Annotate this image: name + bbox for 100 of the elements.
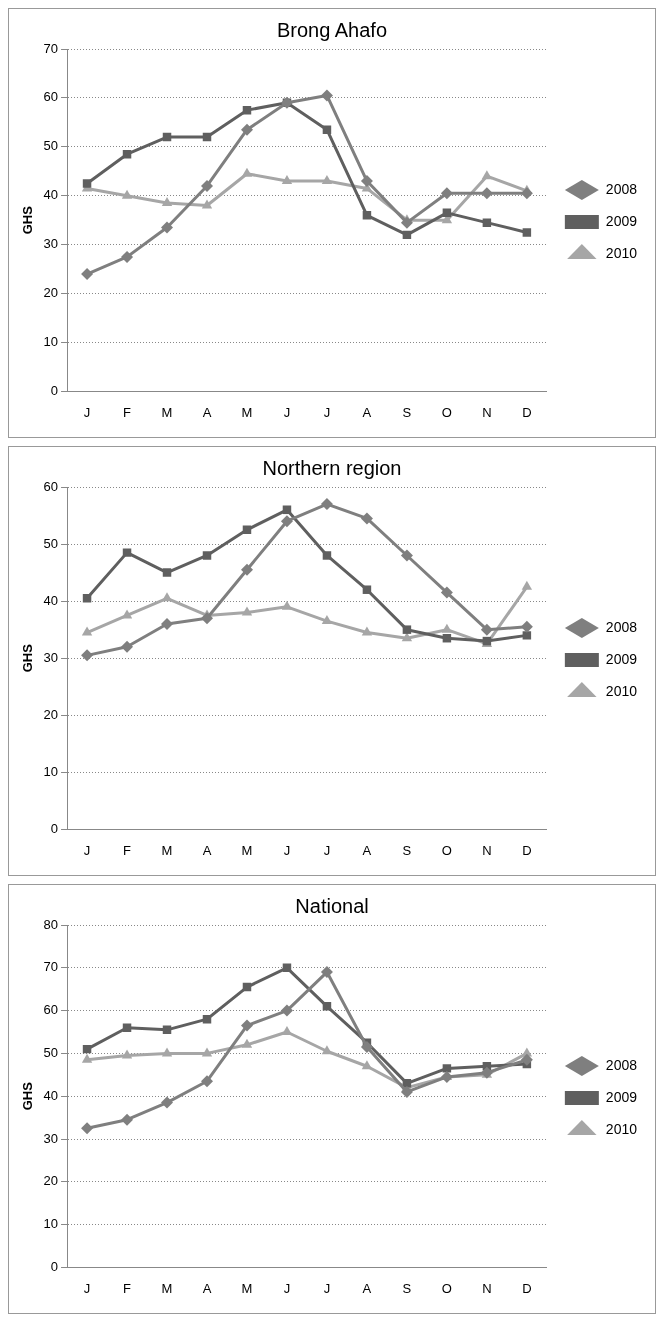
- point: [162, 568, 172, 577]
- x-tick-label: A: [202, 1280, 212, 1296]
- y-tick-label: 50: [43, 138, 59, 154]
- point: [321, 175, 333, 185]
- y-tick-label: 70: [43, 959, 59, 975]
- y-tick-label: 50: [43, 1044, 59, 1060]
- x-tick-label: D: [522, 404, 532, 420]
- y-tick-label: 0: [50, 1258, 59, 1274]
- point: [201, 1075, 213, 1088]
- y-axis-title: GHS: [20, 643, 36, 673]
- point: [480, 623, 493, 636]
- legend-label: 2009: [605, 1088, 638, 1105]
- point: [400, 216, 413, 229]
- point: [240, 1019, 253, 1032]
- point: [280, 515, 293, 528]
- point: [320, 89, 333, 102]
- point: [360, 175, 373, 188]
- point: [322, 551, 332, 560]
- x-tick-label: J: [83, 404, 91, 420]
- point: [322, 125, 332, 134]
- x-tick-label: A: [202, 404, 212, 420]
- y-axis-title: GHS: [20, 1081, 36, 1111]
- y-tick-label: 40: [43, 592, 59, 608]
- x-tick-label: A: [362, 404, 372, 420]
- x-tick-label: J: [83, 842, 91, 858]
- y-tick-label: 30: [43, 1130, 59, 1146]
- point: [362, 211, 372, 220]
- y-tick-label: 30: [43, 649, 59, 665]
- point: [161, 1047, 173, 1057]
- point: [281, 175, 293, 185]
- point: [241, 606, 253, 616]
- x-tick-label: F: [123, 404, 132, 420]
- y-tick-label: 30: [43, 236, 59, 252]
- point: [122, 548, 132, 557]
- point: [400, 549, 413, 562]
- point: [320, 498, 333, 511]
- x-tick-label: O: [441, 842, 452, 858]
- x-tick-label: J: [283, 842, 291, 858]
- legend-label: 2008: [605, 1056, 638, 1073]
- y-tick-label: 70: [43, 40, 59, 56]
- x-tick-label: M: [241, 842, 253, 858]
- chart-title: National: [295, 894, 369, 917]
- point: [442, 1064, 452, 1073]
- point: [520, 1053, 533, 1066]
- legend-label: 2009: [605, 650, 638, 667]
- legend-label: 2010: [605, 244, 638, 261]
- chart-title: Brong Ahafo: [276, 18, 388, 41]
- point: [521, 580, 533, 590]
- x-tick-label: J: [283, 1280, 291, 1296]
- x-tick-label: N: [482, 404, 492, 420]
- x-tick-label: M: [241, 1280, 253, 1296]
- x-tick-label: F: [123, 1280, 132, 1296]
- point: [81, 1053, 93, 1063]
- chart-title: Northern region: [262, 456, 402, 479]
- x-tick-label: O: [441, 404, 452, 420]
- point: [201, 612, 213, 625]
- point: [121, 1049, 133, 1059]
- point: [241, 1038, 253, 1048]
- point: [121, 640, 134, 653]
- y-tick-label: 60: [43, 89, 59, 105]
- x-tick-label: A: [202, 842, 212, 858]
- point: [201, 199, 213, 209]
- x-tick-label: D: [522, 1280, 532, 1296]
- legend-label: 2008: [605, 618, 638, 635]
- y-tick-label: 20: [43, 285, 59, 301]
- y-axis-title: GHS: [20, 205, 36, 235]
- legend-label: 2009: [605, 212, 638, 229]
- x-tick-label: J: [323, 404, 331, 420]
- point: [440, 187, 453, 200]
- point: [82, 179, 92, 188]
- legend-label: 2008: [605, 180, 638, 197]
- point: [520, 620, 533, 633]
- point: [161, 617, 174, 630]
- point: [201, 1047, 213, 1057]
- point: [402, 625, 412, 634]
- x-tick-label: F: [123, 842, 132, 858]
- point: [82, 594, 92, 603]
- x-tick-label: J: [323, 842, 331, 858]
- point: [81, 649, 94, 662]
- x-tick-label: N: [482, 842, 492, 858]
- y-tick-label: 10: [43, 763, 59, 779]
- point: [321, 1045, 333, 1055]
- x-tick-label: S: [402, 404, 412, 420]
- x-tick-label: J: [283, 404, 291, 420]
- point: [440, 586, 453, 599]
- point: [522, 228, 532, 237]
- point: [362, 585, 372, 594]
- point: [201, 179, 213, 192]
- point: [400, 1085, 413, 1098]
- x-tick-label: J: [83, 1280, 91, 1296]
- y-tick-label: 60: [43, 1002, 59, 1018]
- x-tick-label: M: [241, 404, 253, 420]
- x-tick-label: A: [362, 1280, 372, 1296]
- y-tick-label: 0: [50, 382, 59, 398]
- y-tick-label: 0: [50, 820, 59, 836]
- x-tick-label: S: [402, 842, 412, 858]
- point: [482, 218, 492, 227]
- point: [360, 512, 373, 525]
- point: [240, 123, 253, 136]
- x-tick-label: O: [441, 1280, 452, 1296]
